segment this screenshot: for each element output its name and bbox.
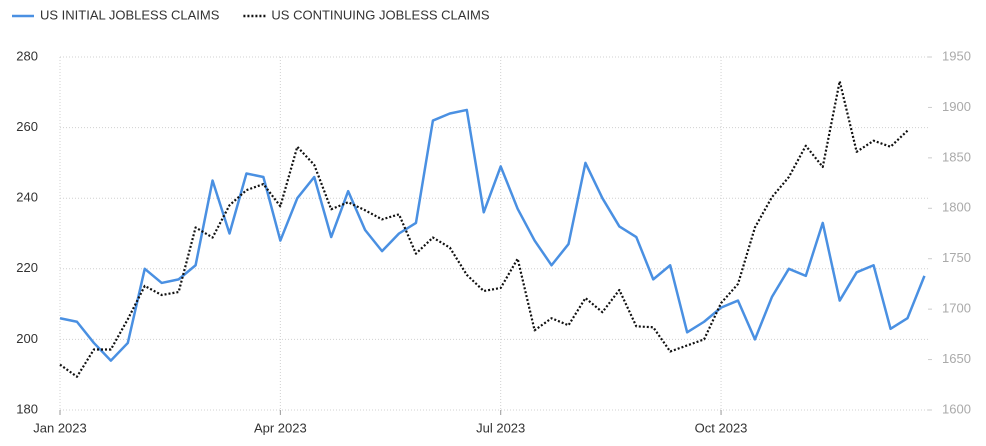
y-tick-label: 280 [16,48,38,63]
series-line [59,80,909,378]
y2-tick-label: 1850 [942,149,971,164]
y2-tick-label: 1900 [942,99,971,114]
y2-tick-label: 1700 [942,301,971,316]
legend-label: US INITIAL JOBLESS CLAIMS [40,7,220,22]
x-tick-label: Jul 2023 [476,420,525,435]
legend-label: US CONTINUING JOBLESS CLAIMS [271,7,489,22]
x-tick-label: Oct 2023 [695,420,748,435]
y-tick-label: 220 [16,260,38,275]
series-line [59,108,926,362]
y2-tick-label: 1950 [942,48,971,63]
x-tick-label: Apr 2023 [254,420,307,435]
y-tick-label: 260 [16,119,38,134]
y2-tick-label: 1800 [942,200,971,215]
y-tick-label: 200 [16,331,38,346]
y-tick-label: 180 [16,401,38,416]
x-tick-label: Jan 2023 [33,420,87,435]
y-tick-label: 240 [16,190,38,205]
y2-tick-label: 1750 [942,250,971,265]
y2-tick-label: 1600 [942,401,971,416]
y2-tick-label: 1650 [942,351,971,366]
